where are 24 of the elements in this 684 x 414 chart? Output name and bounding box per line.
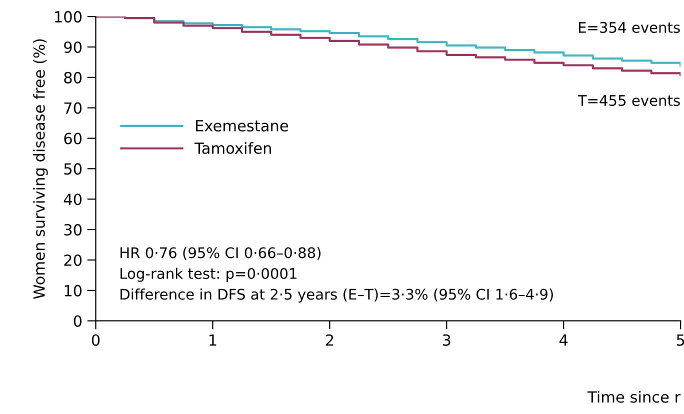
legend-label: Tamoxifen xyxy=(194,142,271,154)
x-tick-label: 1 xyxy=(210,334,216,346)
y-axis-title: Women surviving disease free (%) xyxy=(33,39,48,299)
x-tick-label: 3 xyxy=(442,334,450,346)
y-tick-label: 10 xyxy=(64,284,82,296)
y-tick-label: 0 xyxy=(74,315,82,327)
x-tick-label: 0 xyxy=(92,334,100,346)
y-tick-label: 50 xyxy=(64,163,82,175)
y-tick-label: 40 xyxy=(64,194,82,206)
y-tick-label: 20 xyxy=(64,254,82,266)
y-tick-label: 30 xyxy=(64,224,82,236)
x-tick-label: 5 xyxy=(676,334,684,346)
y-tick-label: 70 xyxy=(64,102,82,114)
x-axis-title: Time since r xyxy=(587,390,681,403)
y-tick-label: 100 xyxy=(55,11,82,23)
annotation: T=455 events xyxy=(578,95,680,106)
y-tick-label: 80 xyxy=(64,72,82,84)
annotation: E=354 events xyxy=(578,22,680,33)
annotation: HR 0·76 (95% CI 0·66–0·88) Log-rank test: p=0·0001 Difference in DFS at 2·5 years (E–T)=3·3% (95% CI 1·6–4·9) xyxy=(120,246,553,303)
x-tick-label: 4 xyxy=(560,334,568,346)
y-tick-label: 60 xyxy=(64,132,82,144)
y-tick-label: 90 xyxy=(64,41,82,54)
x-tick-label: 2 xyxy=(326,334,334,346)
legend-label: Exemestane xyxy=(196,120,288,132)
